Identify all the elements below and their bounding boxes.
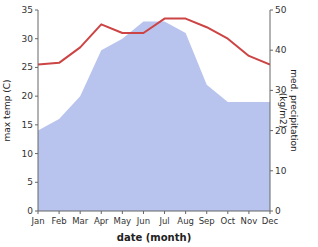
x-axis-line — [38, 211, 270, 212]
chart: 0510152025303501020304050JanFebMarAprMay… — [0, 0, 318, 247]
x-tick-label: Apr — [94, 216, 109, 226]
y-tick-label: 5 — [27, 177, 33, 187]
x-tick-label: Jan — [30, 216, 44, 226]
y2-tick — [270, 130, 273, 131]
x-tick — [185, 211, 186, 214]
y-axis-title: max temp (C) — [2, 79, 12, 141]
y2-tick — [270, 90, 273, 91]
x-tick — [38, 211, 39, 214]
y2-tick — [270, 50, 273, 51]
x-tick — [80, 211, 81, 214]
y-axis-line — [38, 10, 39, 211]
y-tick — [35, 124, 38, 125]
x-tick-label: Mar — [72, 216, 89, 226]
x-tick-label: Feb — [52, 216, 67, 226]
y2-axis-title-line: med. precipitation — [289, 69, 299, 151]
x-tick-label: Oct — [220, 216, 235, 226]
x-tick — [122, 211, 123, 214]
x-tick-label: Sep — [199, 216, 215, 226]
y2-tick — [270, 170, 273, 171]
y-tick-label: 30 — [22, 34, 34, 44]
x-tick — [143, 211, 144, 214]
y-tick-label: 10 — [22, 149, 34, 159]
x-tick — [227, 211, 228, 214]
y-tick — [35, 67, 38, 68]
y2-axis-title: med. precipitation(kg/m2) — [278, 69, 299, 151]
y2-axis-title-line: (kg/m2) — [278, 93, 288, 128]
y-tick-label: 0 — [27, 206, 33, 216]
x-tick — [248, 211, 249, 214]
y2-tick-label: 40 — [275, 45, 287, 55]
y-tick-label: 20 — [22, 91, 34, 101]
x-tick-label: May — [114, 216, 132, 226]
y-tick — [35, 182, 38, 183]
plot-area — [38, 19, 270, 211]
y-tick-label: 15 — [22, 120, 33, 130]
x-tick — [164, 211, 165, 214]
x-axis-title: date (month) — [117, 232, 191, 243]
rain-area — [38, 21, 270, 211]
x-tick — [101, 211, 102, 214]
y-tick — [35, 153, 38, 154]
y-tick — [35, 10, 38, 11]
x-tick — [59, 211, 60, 214]
x-tick-label: Jun — [136, 216, 150, 226]
x-tick-label: Dec — [262, 216, 279, 226]
temp-line — [38, 19, 270, 65]
y-tick-label: 35 — [22, 5, 33, 15]
y-tick — [35, 38, 38, 39]
y-tick — [35, 96, 38, 97]
y2-axis-line — [270, 10, 271, 211]
y2-tick-label: 10 — [275, 166, 287, 176]
y2-tick-label: 0 — [275, 206, 281, 216]
y-tick-label: 25 — [22, 62, 33, 72]
x-tick — [206, 211, 207, 214]
x-tick-label: Aug — [177, 216, 194, 226]
y2-tick — [270, 10, 273, 11]
x-tick — [270, 211, 271, 214]
x-tick-label: Nov — [241, 216, 258, 226]
x-tick-label: Jul — [158, 216, 169, 226]
y2-tick-label: 50 — [275, 5, 287, 15]
